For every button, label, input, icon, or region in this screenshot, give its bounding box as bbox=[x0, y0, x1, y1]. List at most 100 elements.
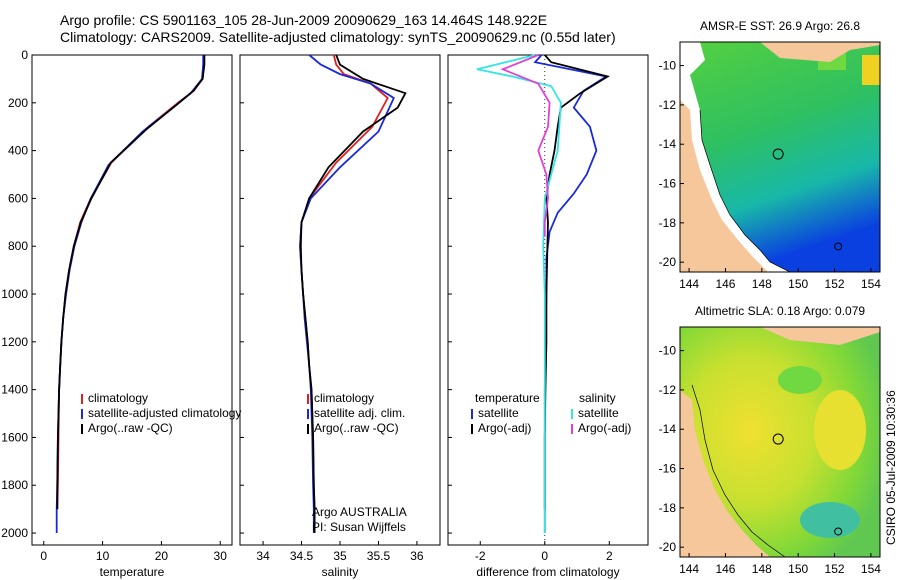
map-y-tick-label: -18 bbox=[659, 216, 677, 230]
x-tick-label: 20 bbox=[155, 549, 169, 563]
map-x-tick-label: 148 bbox=[752, 562, 772, 576]
map-x-tick-label: 144 bbox=[679, 277, 699, 291]
x-tick-label: 0 bbox=[541, 549, 548, 563]
y-tick-label: 600 bbox=[8, 191, 28, 205]
y-tick-label: 1000 bbox=[1, 287, 28, 301]
sla-map-frame bbox=[679, 326, 881, 558]
x-tick-label: 2 bbox=[606, 549, 613, 563]
map-y-tick-label: -18 bbox=[659, 501, 677, 515]
panel-temperature: 0 10 20 30 0 200 400 600 800 1000 1200 1400 1600 1800… bbox=[1, 48, 241, 579]
x-tick-label: 34.5 bbox=[290, 549, 314, 563]
map-x-tick-label: 146 bbox=[715, 562, 735, 576]
panel-frame-salinity bbox=[239, 54, 441, 546]
sla-reef-line bbox=[691, 384, 786, 557]
sla-low-patch bbox=[778, 366, 822, 394]
legend-label: Argo(..raw -QC) bbox=[88, 421, 173, 435]
map-x-tick-label: 154 bbox=[861, 562, 881, 576]
legend-label: satellite-adjusted climatology bbox=[88, 406, 241, 420]
legend-label: Argo(-adj) bbox=[478, 421, 531, 435]
map-x-tick-label: 148 bbox=[752, 277, 772, 291]
sst-land-north bbox=[680, 42, 880, 62]
map-float-marker bbox=[772, 148, 784, 160]
sst-land-australia bbox=[680, 100, 768, 272]
series-line-salinity-argo-adj- bbox=[500, 54, 551, 237]
map-y-tick-label: -20 bbox=[659, 255, 677, 269]
sla-land-north bbox=[680, 327, 880, 345]
y-tick-label: 400 bbox=[8, 144, 28, 158]
y-tick-label: 1200 bbox=[1, 335, 28, 349]
map-x-tick-label: 152 bbox=[825, 562, 845, 576]
map-x-tick-label: 146 bbox=[715, 277, 735, 291]
y-tick-label: 1600 bbox=[1, 430, 28, 444]
sla-high-patch bbox=[814, 390, 866, 470]
y-tick-label: 1800 bbox=[1, 478, 28, 492]
legend-label: satellite bbox=[478, 406, 519, 420]
map-x-tick-label: 154 bbox=[861, 277, 881, 291]
sla-low-patch-south bbox=[800, 502, 860, 538]
sst-reef-line bbox=[699, 109, 791, 272]
x-axis-label-difference: difference from climatology bbox=[476, 565, 619, 579]
figure-title-line-1: Argo profile: CS 5901163_105 28-Jun-2009… bbox=[60, 12, 548, 28]
series-line-argo-raw-qc- bbox=[56, 55, 206, 510]
profile-panels: 0 10 20 30020040060080010001200140016001800… bbox=[1, 48, 649, 579]
panel-frame-temperature bbox=[31, 54, 233, 546]
map-y-tick-label: -16 bbox=[659, 177, 677, 191]
map-y-tick-label: -12 bbox=[659, 383, 677, 397]
map-x-tick-label: 152 bbox=[825, 277, 845, 291]
legend-label: satellite bbox=[578, 406, 619, 420]
sst-map: AMSR-E SST: 26.9 Argo: 26.8 144 146 148 150… bbox=[659, 19, 882, 291]
figure-title-line-2: Climatology: CARS2009. Satellite-adjuste… bbox=[60, 29, 616, 45]
x-tick-label: 10 bbox=[96, 549, 110, 563]
map-float-marker bbox=[834, 242, 843, 251]
map-x-tick-label: 144 bbox=[679, 562, 699, 576]
series-line-satellite-adjusted-climatology bbox=[55, 55, 205, 533]
legend-label: satellite adj. clim. bbox=[314, 406, 405, 420]
panel-frame-difference bbox=[447, 54, 649, 546]
map-y-tick-label: -12 bbox=[659, 98, 677, 112]
annotation-text: Argo AUSTRALIA bbox=[312, 505, 407, 519]
y-tick-label: 1400 bbox=[1, 383, 28, 397]
legend-group-title-temperature: temperature bbox=[475, 391, 540, 405]
sla-land-australia bbox=[680, 390, 770, 557]
y-tick-label: 200 bbox=[8, 96, 28, 110]
sla-map: Altimetric SLA: 0.18 Argo: 0.079 144 146 1… bbox=[659, 304, 882, 576]
x-tick-label: 0 bbox=[40, 549, 47, 563]
x-axis-label-temperature: temperature bbox=[100, 565, 165, 579]
map-float-marker bbox=[772, 433, 784, 445]
map-y-tick-label: -14 bbox=[659, 137, 677, 151]
x-tick-label: 36 bbox=[410, 549, 424, 563]
x-tick-label: 34 bbox=[256, 549, 270, 563]
sla-map-title: Altimetric SLA: 0.18 Argo: 0.079 bbox=[695, 304, 865, 318]
legend-label: climatology bbox=[88, 391, 148, 405]
map-y-tick-label: -10 bbox=[659, 344, 677, 358]
legend-group-title-salinity: salinity bbox=[579, 391, 616, 405]
panel-difference: -2 0 2 difference from climatology temperatu… bbox=[447, 54, 649, 579]
x-tick-label: 35.5 bbox=[367, 549, 391, 563]
sla-map-axes: 144 146 148 150 152 154 -10 -12 -14 -16 -18 -20 bbox=[659, 344, 882, 576]
series-line-argo-raw-qc- bbox=[299, 54, 407, 533]
series-line-salinity-satellite bbox=[476, 54, 562, 533]
map-y-tick-label: -20 bbox=[659, 540, 677, 554]
sst-map-frame bbox=[679, 41, 881, 273]
y-tick-label: 0 bbox=[21, 48, 28, 62]
y-tick-label: 2000 bbox=[1, 526, 28, 540]
map-y-tick-label: -16 bbox=[659, 462, 677, 476]
map-float-marker bbox=[834, 527, 843, 536]
map-x-tick-label: 150 bbox=[788, 562, 808, 576]
series-line-temperature-argo-adj- bbox=[543, 54, 610, 510]
map-y-tick-label: -10 bbox=[659, 59, 677, 73]
x-tick-label: -2 bbox=[475, 549, 486, 563]
credit-label: CSIRO 05-Jul-2009 10:30:36 bbox=[884, 390, 898, 545]
y-tick-label: 800 bbox=[8, 239, 28, 253]
x-tick-label: 35 bbox=[333, 549, 347, 563]
sst-map-title: AMSR-E SST: 26.9 Argo: 26.8 bbox=[700, 19, 860, 33]
legend-label: climatology bbox=[314, 391, 374, 405]
map-x-tick-label: 150 bbox=[788, 277, 808, 291]
annotation-text: PI: Susan Wijffels bbox=[312, 520, 406, 534]
series-line-climatology bbox=[56, 55, 205, 510]
sst-map-axes: 144 146 148 150 152 154 -10 -12 -14 -16 -18 -20 bbox=[659, 59, 882, 291]
x-axis-label-salinity: salinity bbox=[322, 565, 359, 579]
x-tick-label: 30 bbox=[214, 549, 228, 563]
sst-no-data bbox=[680, 42, 705, 80]
